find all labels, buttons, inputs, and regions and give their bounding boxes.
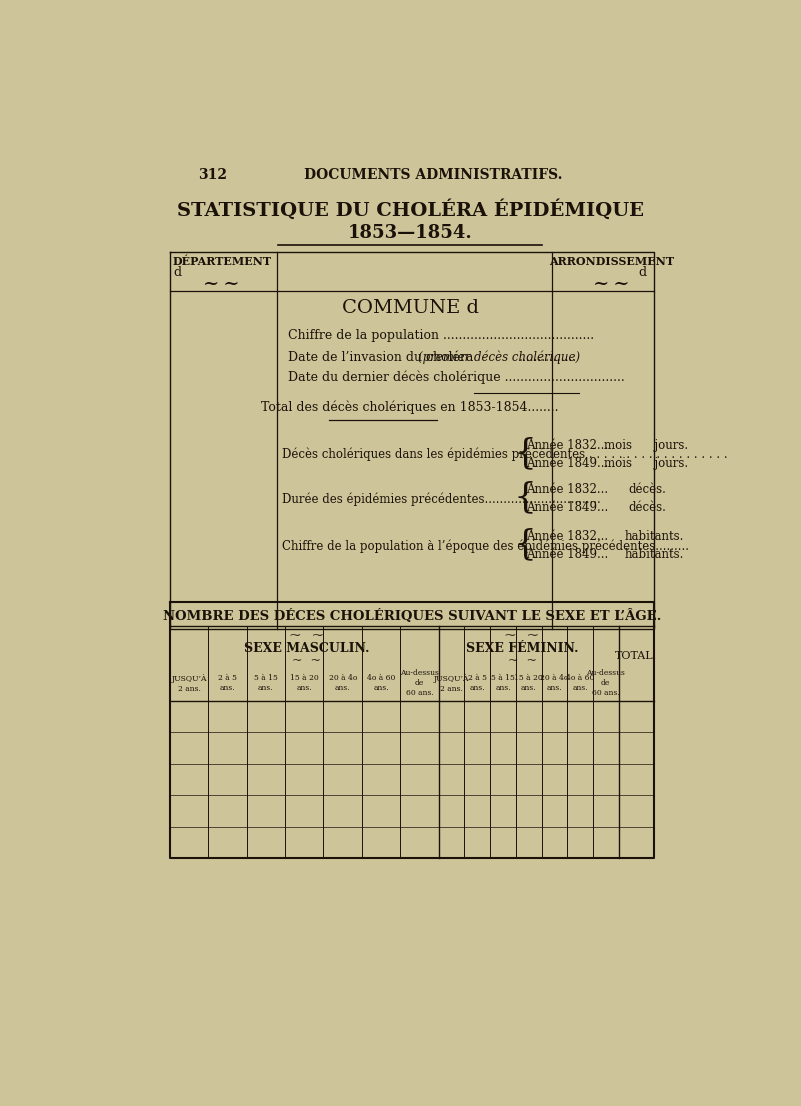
Text: Année 1849...: Année 1849... xyxy=(526,457,609,470)
Text: 5 à 15
ans.: 5 à 15 ans. xyxy=(491,675,515,692)
Text: 4o à 60
ans.: 4o à 60 ans. xyxy=(566,675,594,692)
Text: 20 à 4o
ans.: 20 à 4o ans. xyxy=(540,675,569,692)
Text: Année 1832...: Année 1832... xyxy=(526,530,609,543)
Text: JUSQU’À
2 ans.: JUSQU’À 2 ans. xyxy=(171,674,207,692)
Text: Année 1832...: Année 1832... xyxy=(526,482,609,495)
Text: SEXE FÉMININ.: SEXE FÉMININ. xyxy=(465,643,578,655)
Text: STATISTIQUE DU CHOLÉRA ÉPIDÉMIQUE: STATISTIQUE DU CHOLÉRA ÉPIDÉMIQUE xyxy=(177,199,644,220)
Text: ~ ~: ~ ~ xyxy=(203,274,240,293)
Text: ...............: ............... xyxy=(518,351,577,364)
Text: COMMUNE d: COMMUNE d xyxy=(341,300,479,317)
Text: Année 1849...: Année 1849... xyxy=(526,501,609,514)
Text: mois      jours.: mois jours. xyxy=(604,439,688,452)
Text: Année 1832...: Année 1832... xyxy=(526,439,609,452)
Text: 20 à 4o
ans.: 20 à 4o ans. xyxy=(328,675,357,692)
Text: 312: 312 xyxy=(198,168,227,182)
Text: habitants.: habitants. xyxy=(625,549,684,561)
Text: ~  ~: ~ ~ xyxy=(292,655,321,667)
Text: ~  ~: ~ ~ xyxy=(505,629,540,644)
Text: Date du dernier décès cholérique ...............................: Date du dernier décès cholérique .......… xyxy=(288,371,625,384)
Text: 2 à 5
ans.: 2 à 5 ans. xyxy=(468,675,487,692)
Text: 15 à 20
ans.: 15 à 20 ans. xyxy=(290,675,319,692)
Text: Chiffre de la population .......................................: Chiffre de la population ...............… xyxy=(288,328,594,342)
Text: habitants.: habitants. xyxy=(625,530,684,543)
Text: décès.: décès. xyxy=(629,501,666,514)
Text: ARRONDISSEMENT: ARRONDISSEMENT xyxy=(549,255,674,267)
Text: NOMBRE DES DÉCES CHOLÉRIQUES SUIVANT LE SEXE ET L’ÂGE.: NOMBRE DES DÉCES CHOLÉRIQUES SUIVANT LE … xyxy=(163,609,662,624)
Text: SEXE MASCULIN.: SEXE MASCULIN. xyxy=(244,643,370,655)
Text: (premier décès cholérique): (premier décès cholérique) xyxy=(418,351,580,364)
Text: Durée des épidémies précédentes...............................: Durée des épidémies précédentes.........… xyxy=(282,492,601,505)
Text: {: { xyxy=(513,528,536,562)
Text: d: d xyxy=(174,267,182,280)
Text: Total des décès cholériques en 1853-1854........: Total des décès cholériques en 1853-1854… xyxy=(261,400,559,415)
Text: mois      jours.: mois jours. xyxy=(604,457,688,470)
Text: Année 1849...: Année 1849... xyxy=(526,549,609,561)
Text: ~ ~: ~ ~ xyxy=(594,274,630,293)
Text: DOCUMENTS ADMINISTRATIFS.: DOCUMENTS ADMINISTRATIFS. xyxy=(304,168,562,182)
Text: Au-dessus
de
60 ans.: Au-dessus de 60 ans. xyxy=(586,669,626,697)
Text: ~  ~: ~ ~ xyxy=(508,655,537,667)
Text: 1853—1854.: 1853—1854. xyxy=(348,223,473,242)
Text: Au-dessus
de
60 ans.: Au-dessus de 60 ans. xyxy=(400,669,439,697)
Text: 15 à 20
ans.: 15 à 20 ans. xyxy=(514,675,543,692)
Text: JUSQU’À
2 ans.: JUSQU’À 2 ans. xyxy=(434,674,469,692)
Text: ~  ~: ~ ~ xyxy=(289,629,324,644)
Text: Chiffre de la population à l’époque des épidémies précédentes.........: Chiffre de la population à l’époque des … xyxy=(282,540,689,553)
Text: 5 à 15
ans.: 5 à 15 ans. xyxy=(254,675,278,692)
Text: décès.: décès. xyxy=(629,482,666,495)
Text: Date de l’invasion du choléra: Date de l’invasion du choléra xyxy=(288,351,477,364)
Text: d: d xyxy=(638,267,646,280)
Text: {: { xyxy=(513,481,536,514)
Text: 2 à 5
ans.: 2 à 5 ans. xyxy=(218,675,237,692)
Text: Décès cholériques dans les épidémies précédentes . . . . . . . . . . . . . . . .: Décès cholériques dans les épidémies pré… xyxy=(282,448,728,461)
Text: TOTAL.: TOTAL. xyxy=(615,651,658,661)
Text: 4o à 60
ans.: 4o à 60 ans. xyxy=(367,675,395,692)
Text: {: { xyxy=(513,436,536,470)
Text: DÉPARTEMENT: DÉPARTEMENT xyxy=(172,255,272,267)
